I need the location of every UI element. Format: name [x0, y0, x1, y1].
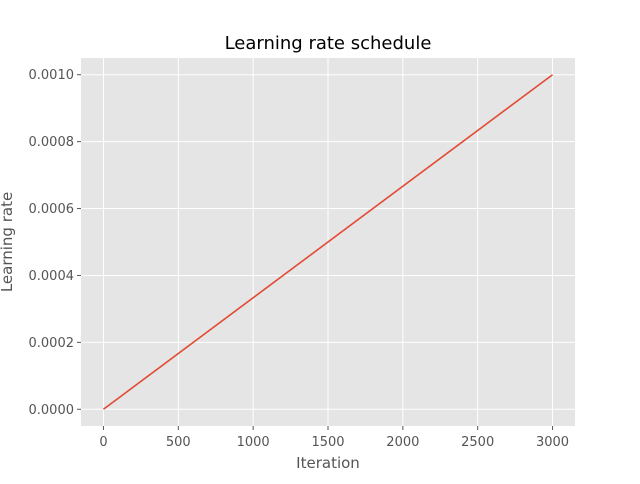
x-tick-label: 1500	[311, 435, 344, 450]
x-tick-label: 2000	[386, 435, 419, 450]
series-line	[102, 74, 554, 410]
y-axis-title: Learning rate	[0, 192, 16, 292]
y-tick-label: 0.0000	[29, 403, 75, 418]
x-tick-label: 0	[99, 435, 107, 450]
series-layer	[102, 74, 554, 410]
x-tick-label: 2500	[461, 435, 494, 450]
y-tick-label: 0.0004	[29, 269, 75, 284]
grid-lines	[81, 58, 575, 426]
y-tick-label: 0.0002	[29, 336, 75, 351]
y-tick-label: 0.0008	[29, 135, 75, 150]
x-axis-title: Iteration	[296, 454, 360, 472]
x-tick-label: 1000	[237, 435, 270, 450]
chart-title: Learning rate schedule	[225, 33, 432, 54]
y-axis-ticks: 0.0000 0.0002 0.0004 0.0006 0.0008 0.0010	[29, 68, 81, 418]
y-tick-label: 0.0010	[29, 68, 75, 83]
x-tick-label: 3000	[536, 435, 569, 450]
x-tick-label: 500	[166, 435, 191, 450]
x-axis-ticks: 0 500 1000 1500 2000 2500 3000	[99, 426, 569, 450]
y-tick-label: 0.0006	[29, 202, 75, 217]
